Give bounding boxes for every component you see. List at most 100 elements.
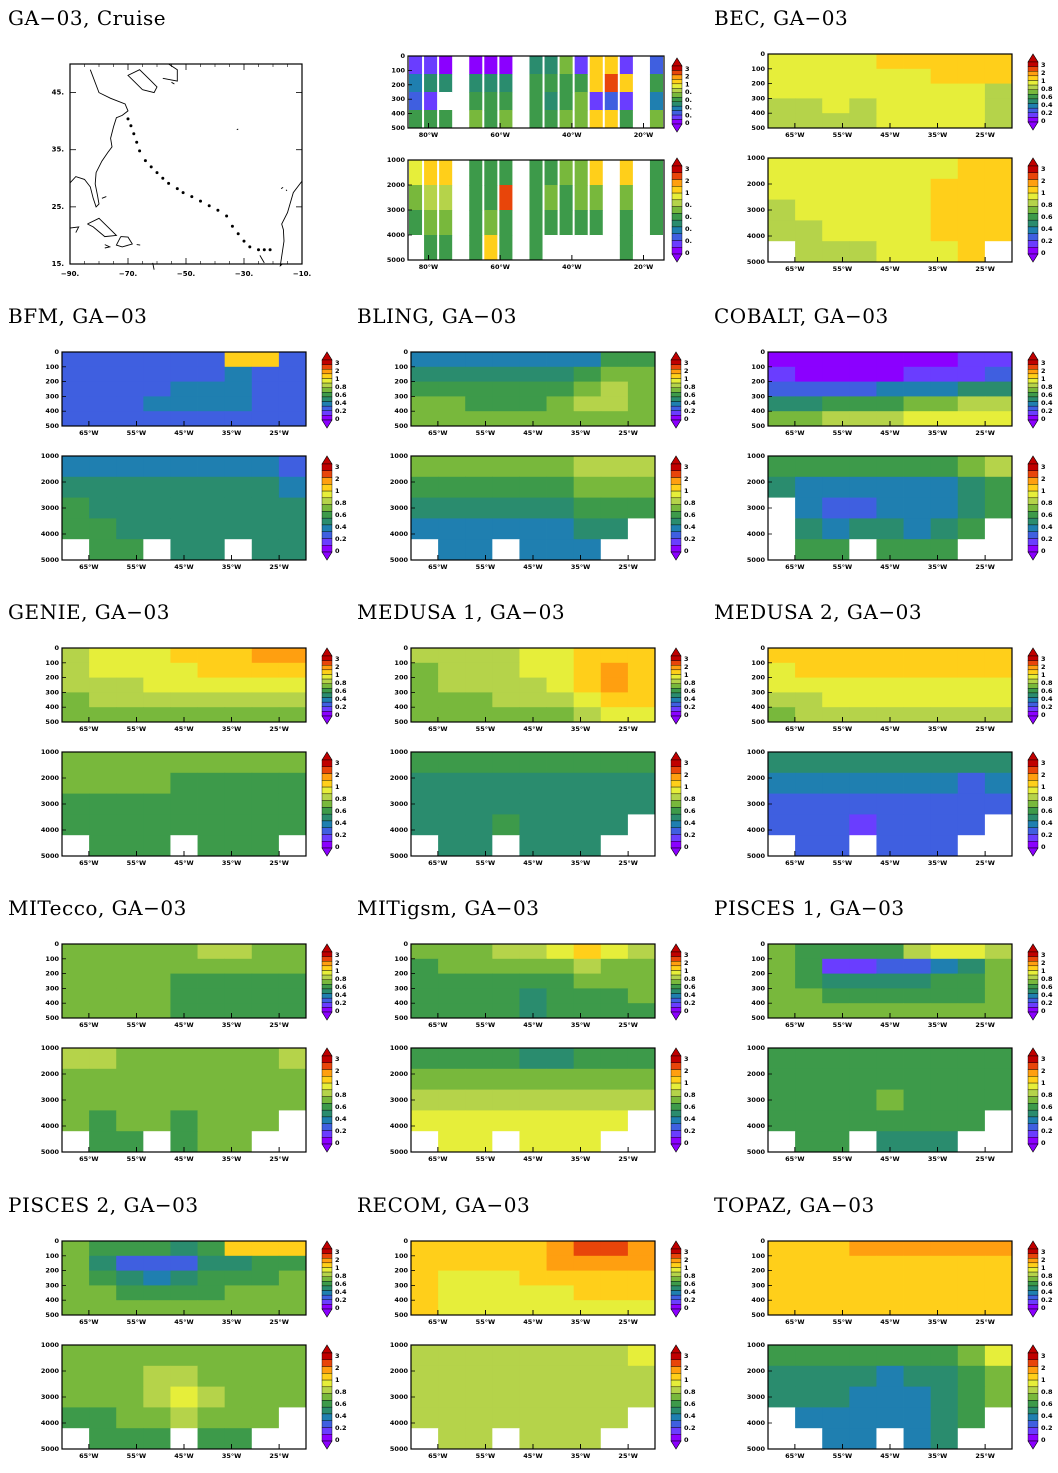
panel-title: MEDUSA 2, GA−03: [714, 600, 923, 624]
colorbar-label: 0.2: [1041, 109, 1053, 117]
colorbar-arrow-top: [321, 455, 333, 465]
x-tick-label: 55°W: [127, 429, 146, 437]
lower-section-cell: [984, 241, 1013, 263]
y-tick-label: 3000: [390, 504, 409, 512]
lower-section-cell: [930, 1428, 959, 1450]
y-tick-label: 2000: [387, 181, 406, 189]
lower-section-cell: [170, 1048, 198, 1070]
colorbar-label: 0: [1041, 1139, 1046, 1147]
colorbar-swatch: [670, 841, 682, 849]
upper-section-cell: [492, 677, 520, 693]
colorbar-swatch: [1027, 1248, 1039, 1254]
y-tick-label: 1000: [390, 1044, 409, 1052]
x-tick-label: 65°W: [785, 429, 804, 437]
colorbar-label: 0.2: [684, 703, 696, 711]
colorbar-swatch: [1027, 470, 1039, 478]
colorbar-arrow-bottom: [1027, 551, 1039, 561]
upper-section-cell: [278, 692, 307, 708]
colorbar-label: 1: [684, 1376, 689, 1384]
lower-section-cell: [465, 1386, 493, 1408]
colorbar-label: 0.8: [335, 499, 347, 507]
lower-section-cell: [957, 199, 986, 221]
upper-section-cell: [876, 1285, 904, 1301]
colorbar-swatch: [321, 1123, 333, 1131]
lower-section-cell: [170, 814, 198, 836]
y-tick-label: 100: [45, 1252, 59, 1260]
colorbar-swatch: [321, 1290, 333, 1296]
y-tick-label: 0: [760, 348, 765, 356]
lower-section-cell: [822, 199, 850, 221]
colorbar-label: 0: [684, 711, 689, 719]
upper-section-cell: [197, 944, 226, 960]
x-tick-label: 25°W: [975, 131, 994, 139]
upper-section-cell: [795, 68, 823, 84]
upper-section-cell: [170, 1241, 198, 1257]
upper-section-cell: [170, 707, 198, 723]
y-tick-label: 5000: [41, 556, 60, 564]
station-marker: [161, 176, 165, 180]
lower-section-cell: [795, 1068, 823, 1090]
colorbar-swatch: [670, 1420, 682, 1428]
lower-section-cell: [411, 1131, 439, 1153]
upper-section-cell: [957, 98, 986, 114]
upper-section-cell: [795, 944, 823, 960]
colorbar-swatch: [670, 1082, 682, 1091]
upper-section-cell: [251, 1270, 280, 1286]
coastline: [162, 63, 178, 82]
station-marker: [138, 149, 142, 153]
colorbar-arrow-top: [321, 1344, 333, 1354]
upper-section-cell: [278, 352, 307, 368]
y-tick-label: 5000: [390, 852, 409, 860]
y-tick-label: 100: [751, 955, 765, 963]
colorbar-swatch: [1027, 773, 1039, 781]
lower-section-cell: [876, 1386, 904, 1408]
y-tick-label: 500: [751, 422, 765, 430]
colorbar-arrow-top: [321, 751, 333, 761]
lower-section-cell: [411, 772, 439, 794]
x-tick-label: 55°W: [127, 859, 146, 867]
colorbar-swatch: [321, 1082, 333, 1091]
x-tick-label: 35°W: [571, 1318, 590, 1326]
x-tick-label: 25°W: [269, 725, 288, 733]
lower-section-cell: [224, 497, 253, 519]
colorbar-label: 0.6: [1041, 1103, 1053, 1111]
upper-section-cell: [903, 352, 932, 368]
upper-section-cell: [930, 1300, 959, 1316]
y-tick-label: 3000: [747, 800, 766, 808]
lower-section-cell: [768, 456, 796, 478]
lower-section-cell: [251, 497, 280, 519]
colorbar-swatch: [321, 988, 333, 994]
colorbar-swatch: [670, 369, 682, 375]
upper-section-cell: [930, 944, 959, 960]
station-marker: [230, 224, 234, 228]
upper-section-cell: [411, 1270, 439, 1286]
upper-section-cell: [627, 1270, 656, 1286]
lower-observation-cell: [409, 185, 423, 211]
lower-section-cell: [957, 1345, 986, 1367]
colorbar-swatch: [1027, 71, 1039, 77]
upper-section-cell: [768, 1300, 796, 1316]
lower-observation-cell: [649, 210, 663, 236]
colorbar-swatch: [1027, 1253, 1039, 1259]
y-tick-label: 500: [394, 1014, 408, 1022]
colorbar-swatch: [1027, 766, 1039, 774]
x-tick-label: 35°W: [928, 1452, 947, 1460]
lower-section-cell: [465, 1345, 493, 1367]
upper-section-cell: [278, 1003, 307, 1019]
colorbar-label: 1: [684, 487, 689, 495]
lower-section-cell: [627, 518, 656, 540]
lower-section-cell: [627, 1048, 656, 1070]
upper-observation-cell: [409, 92, 423, 111]
y-tick-label: 500: [394, 718, 408, 726]
y-tick-label: 400: [751, 703, 765, 711]
upper-section-cell: [984, 396, 1013, 412]
colorbar-label: 2: [684, 475, 689, 483]
colorbar-label: 1: [1041, 967, 1046, 975]
lower-section-cell: [573, 1345, 602, 1367]
upper-section-cell: [251, 366, 280, 382]
colorbar-swatch: [671, 206, 683, 214]
coastline: [115, 236, 133, 248]
y-tick-label: 200: [394, 970, 408, 978]
upper-section-cell: [957, 707, 986, 723]
